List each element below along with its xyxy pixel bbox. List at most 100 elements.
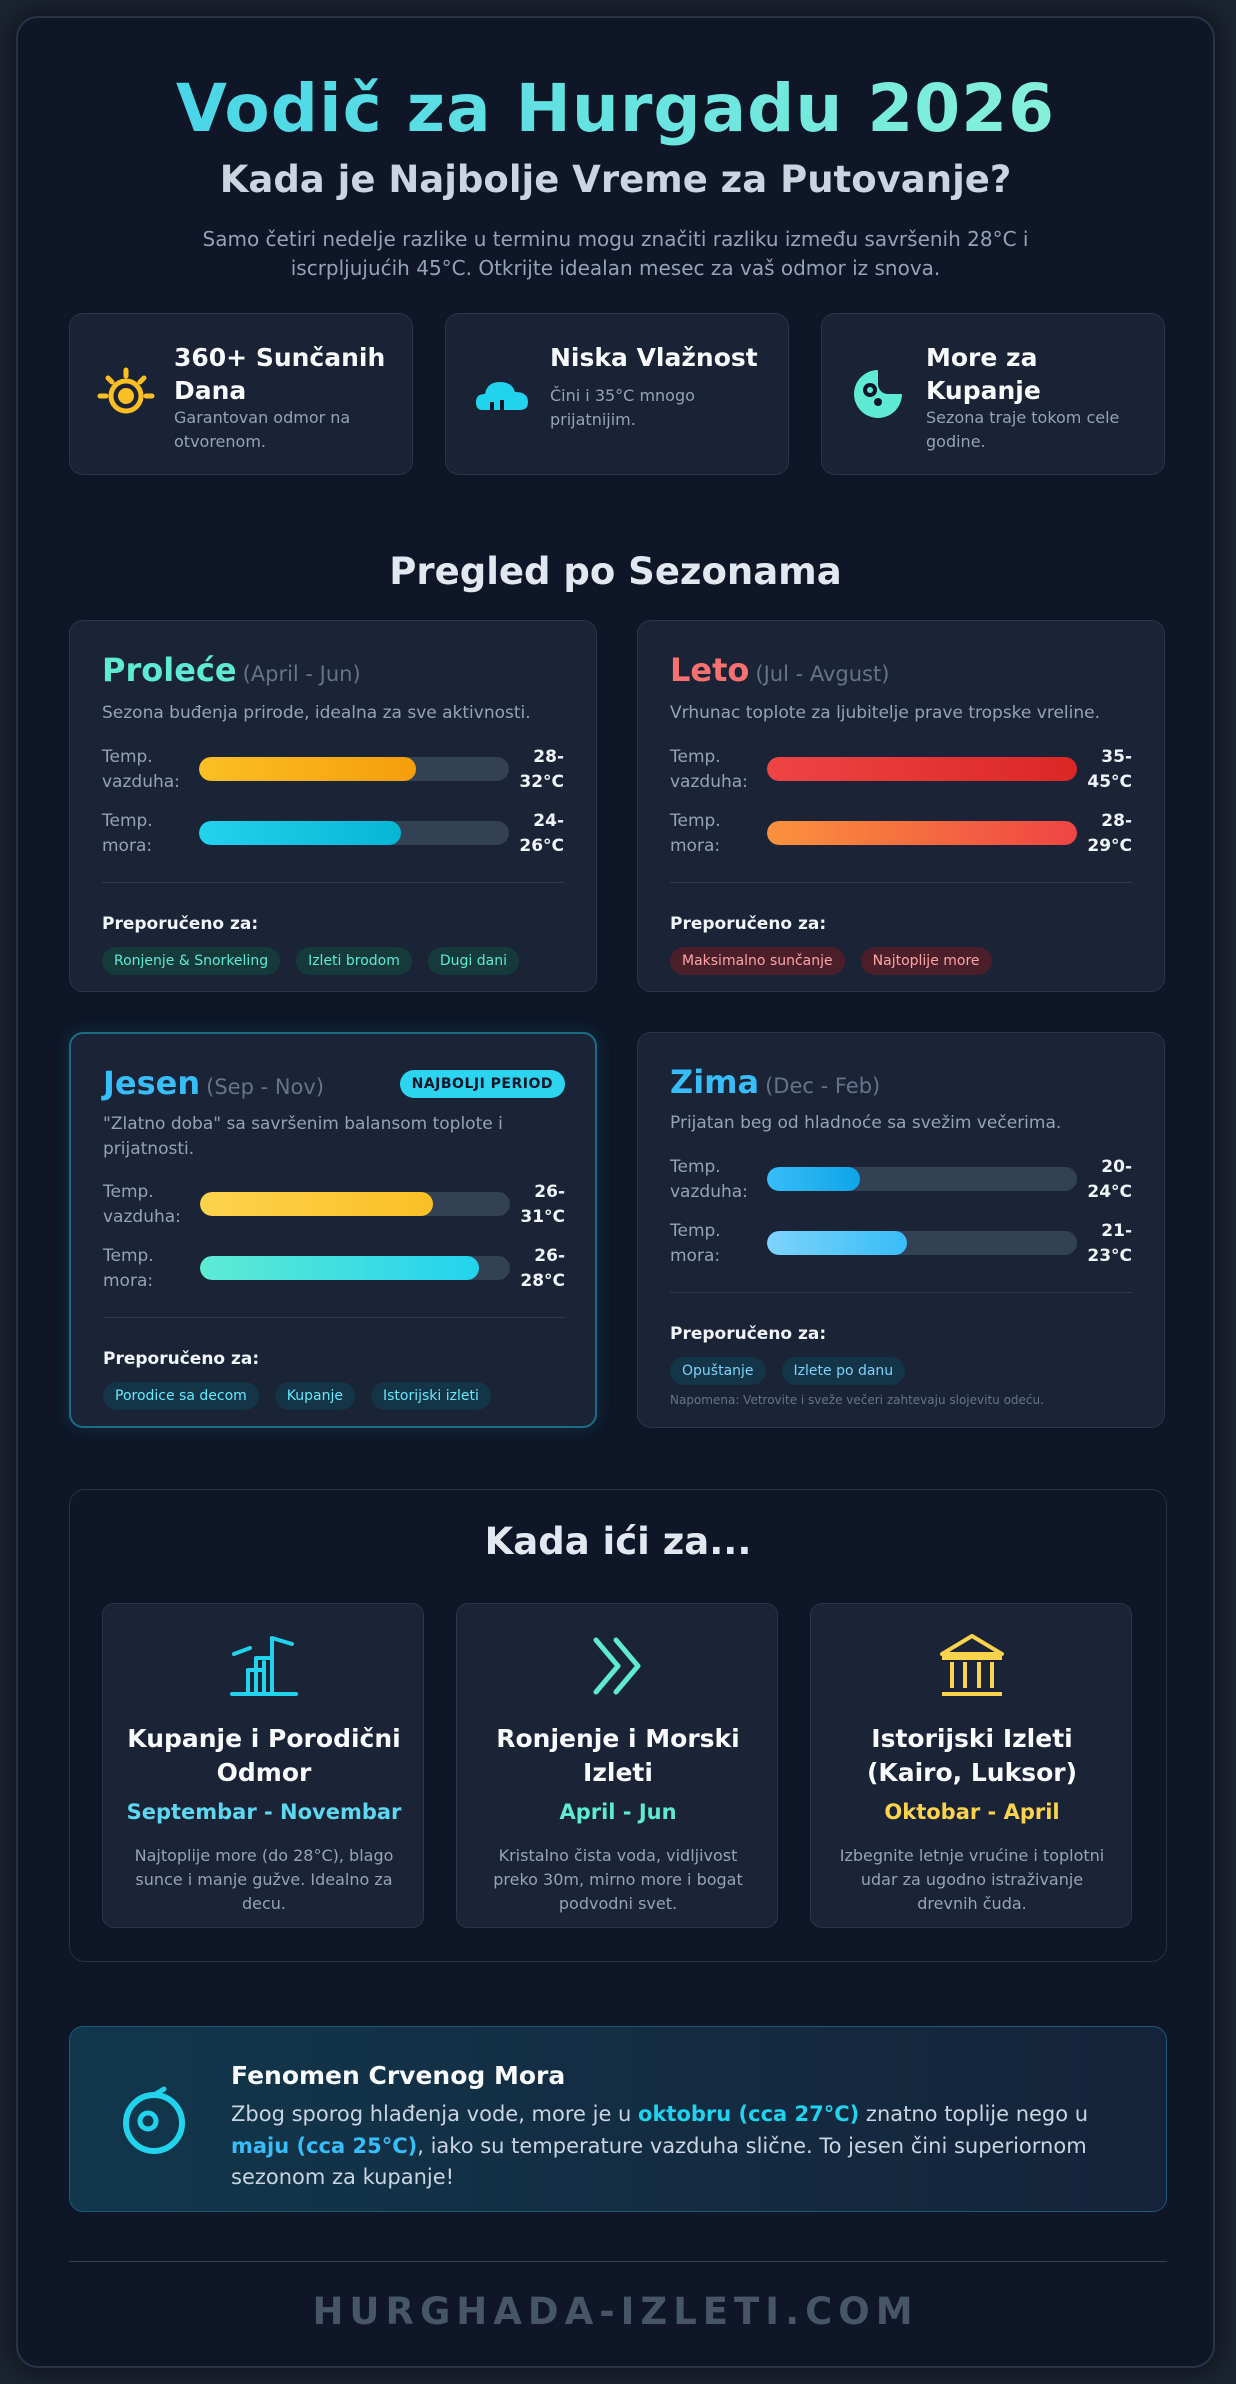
temple-icon [940, 1634, 1004, 1696]
phenomenon-title: Fenomen Crvenog Mora [231, 2061, 566, 2090]
season-dates: (Sep - Nov) [206, 1075, 325, 1099]
when-to-go-section: Kada ići za... Kupanje i Porodični Odmor… [69, 1489, 1167, 1962]
best-period-badge: NAJBOLJI PERIOD [399, 1070, 565, 1098]
tag: Opuštanje [670, 1357, 766, 1385]
air-temp-row: Temp. vazduha: 35-45°C [670, 745, 1132, 793]
season-dates: (Dec - Feb) [765, 1074, 881, 1098]
sea-temp-label: Temp. mora: [670, 811, 721, 856]
sea-temp-row: Temp. mora: 21-23°C [670, 1219, 1132, 1267]
sea-temp-row: Temp. mora: 26-28°C [103, 1244, 565, 1292]
recommended-label: Preporučeno za: [102, 914, 259, 934]
feature-card-sea: More za Kupanje Sezona traje tokom cele … [821, 313, 1165, 475]
sea-temp-value: 24-26°C [519, 811, 564, 856]
sea-temp-label: Temp. mora: [670, 1221, 721, 1266]
season-card-summer: Leto (Jul - Avgust) Vrhunac toplote za lj… [637, 620, 1165, 992]
sun-icon [97, 367, 155, 414]
when-title: Kada ići za... [484, 1520, 752, 1563]
sea-temp-bar [200, 1256, 510, 1280]
fish-icon [854, 370, 902, 418]
divider [102, 882, 564, 883]
air-temp-row: Temp. vazduha: 28-32°C [102, 745, 564, 793]
air-temp-bar [200, 1192, 510, 1216]
when-card-period: April - Jun [559, 1800, 677, 1824]
when-card-title: Istorijski Izleti (Kairo, Luksor) [866, 1724, 1078, 1787]
feature-desc: Garantovan odmor na otvorenom. [174, 408, 351, 451]
air-temp-label: Temp. vazduha: [103, 1182, 181, 1227]
season-name: Proleće (April - Jun) [102, 651, 361, 689]
page-title: Vodič za Hurgadu 2026 [18, 66, 1213, 152]
divider [670, 882, 1132, 883]
intro-text: Samo četiri nedelje razlike u terminu mo… [202, 226, 1029, 280]
sea-temp-value: 21-23°C [1087, 1221, 1132, 1266]
sea-temp-bar [767, 1231, 1077, 1255]
air-temp-label: Temp. vazduha: [102, 747, 180, 792]
feature-title: Niska Vlažnost [550, 343, 758, 372]
feature-desc: Sezona traje tokom cele godine. [926, 408, 1120, 451]
season-dates: (Jul - Avgust) [755, 662, 890, 686]
divider [670, 1292, 1132, 1293]
tag-list: Porodice sa decom Kupanje Istorijski izl… [103, 1382, 573, 1410]
page-frame: Vodič za Hurgadu 2026 Kada je Najbolje V… [16, 16, 1215, 2368]
season-name: Zima (Dec - Feb) [670, 1063, 881, 1101]
tag-list: Opuštanje Izlete po danu [670, 1357, 1140, 1385]
sea-temp-row: Temp. mora: 28-29°C [670, 809, 1132, 857]
season-desc: Vrhunac toplote za ljubitelje prave trop… [670, 703, 1101, 723]
recommended-label: Preporučeno za: [103, 1349, 260, 1369]
recommended-label: Preporučeno za: [670, 1324, 827, 1344]
sea-temp-value: 26-28°C [520, 1246, 565, 1291]
cloud-icon [476, 382, 528, 410]
sea-temp-row: Temp. mora: 24-26°C [102, 809, 564, 857]
season-card-winter: Zima (Dec - Feb) Prijatan beg od hladnoće… [637, 1032, 1165, 1428]
air-temp-value: 28-32°C [519, 747, 564, 792]
tag: Porodice sa decom [103, 1382, 259, 1410]
feature-title: More za Kupanje [926, 343, 1041, 405]
family-icon [230, 1636, 298, 1696]
season-name: Jesen (Sep - Nov) [103, 1064, 325, 1102]
air-temp-label: Temp. vazduha: [670, 1157, 748, 1202]
recommended-label: Preporučeno za: [670, 914, 827, 934]
season-dates: (April - Jun) [242, 662, 361, 686]
tag: Dugi dani [427, 947, 519, 975]
air-temp-label: Temp. vazduha: [670, 747, 748, 792]
season-name: Leto (Jul - Avgust) [670, 651, 890, 689]
tag-list: Maksimalno sunčanje Najtoplije more [670, 947, 1140, 975]
when-card-history: Istorijski Izleti (Kairo, Luksor) Oktoba… [810, 1603, 1132, 1928]
when-card-period: Oktobar - April [884, 1800, 1060, 1824]
season-desc: Prijatan beg od hladnoće sa svežim večer… [670, 1113, 1062, 1133]
sea-temp-label: Temp. mora: [103, 1246, 154, 1291]
when-card-period: Septembar - Novembar [126, 1800, 402, 1824]
sea-temp-bar [767, 821, 1077, 845]
footer-brand: HURGHADA-IZLETI.COM [312, 2290, 919, 2333]
header: Vodič za Hurgadu 2026 Kada je Najbolje V… [18, 66, 1213, 283]
tag: Izlete po danu [781, 1357, 906, 1385]
air-temp-bar [767, 1167, 1077, 1191]
air-temp-row: Temp. vazduha: 20-24°C [670, 1155, 1132, 1203]
when-card-family: Kupanje i Porodični Odmor Septembar - No… [102, 1603, 424, 1928]
tag: Najtoplije more [860, 947, 992, 975]
feature-desc: Čini i 35°C mnogo prijatnijim. [550, 386, 695, 429]
tag: Izleti brodom [296, 947, 412, 975]
seasons-title: Pregled po Sezonama [389, 550, 842, 593]
season-card-autumn: Jesen (Sep - Nov) NAJBOLJI PERIOD "Zlatno… [69, 1032, 597, 1428]
when-card-desc: Izbegnite letnje vrućine i toplotni udar… [839, 1846, 1105, 1913]
red-sea-phenomenon: Fenomen Crvenog Mora Zbog sporog hlađenj… [69, 2026, 1167, 2212]
when-card-title: Kupanje i Porodični Odmor [127, 1724, 401, 1787]
sea-temp-bar [199, 821, 509, 845]
when-card-desc: Kristalno čista voda, vidljivost preko 3… [493, 1846, 743, 1913]
air-temp-bar [199, 757, 509, 781]
page-subtitle: Kada je Najbolje Vreme za Putovanje? [219, 157, 1012, 201]
air-temp-value: 26-31°C [520, 1182, 565, 1227]
tag: Maksimalno sunčanje [670, 947, 845, 975]
air-temp-row: Temp. vazduha: 26-31°C [103, 1180, 565, 1228]
tag: Istorijski izleti [371, 1382, 491, 1410]
season-desc: "Zlatno doba" sa savršenim balansom topl… [103, 1114, 503, 1159]
feature-title: 360+ Sunčanih Dana [174, 343, 386, 405]
feature-card-humidity: Niska Vlažnost Čini i 35°C mnogo prijatn… [445, 313, 789, 475]
season-card-spring: Proleće (April - Jun) Sezona buđenja prir… [69, 620, 597, 992]
chevrons-icon [593, 1637, 641, 1695]
when-card-desc: Najtoplije more (do 28°C), blago sunce i… [134, 1846, 394, 1913]
air-temp-bar [767, 757, 1077, 781]
winter-note: Napomena: Vetrovite i sveže večeri zahte… [670, 1393, 1044, 1407]
feature-card-sun: 360+ Sunčanih Dana Garantovan odmor na o… [69, 313, 413, 475]
air-temp-value: 35-45°C [1087, 747, 1132, 792]
